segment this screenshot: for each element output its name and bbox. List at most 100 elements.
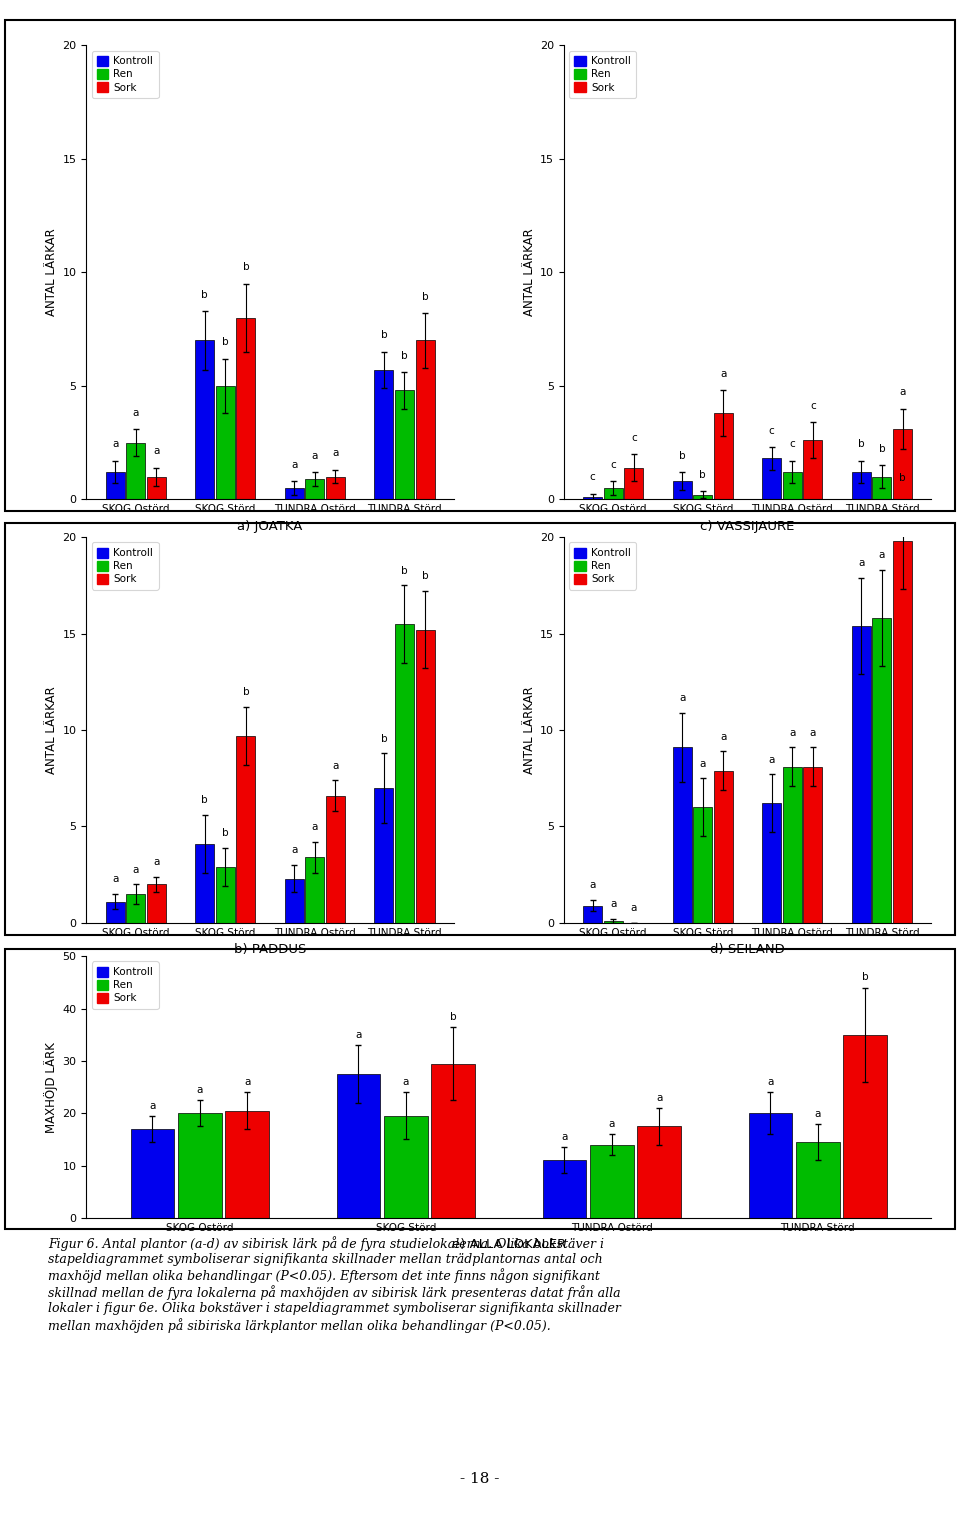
- Bar: [796, 1142, 840, 1218]
- Bar: [852, 472, 871, 499]
- Bar: [285, 879, 303, 923]
- Bar: [590, 1145, 634, 1218]
- Text: a: a: [332, 448, 339, 458]
- Text: a: a: [312, 822, 318, 832]
- Bar: [236, 318, 255, 499]
- Text: c: c: [769, 425, 775, 436]
- Y-axis label: ANTAL LÄRKAR: ANTAL LÄRKAR: [523, 228, 536, 316]
- Bar: [714, 413, 732, 499]
- Bar: [804, 440, 823, 499]
- Text: a: a: [720, 369, 727, 380]
- Text: a: a: [609, 1120, 615, 1129]
- Legend: Kontroll, Ren, Sork: Kontroll, Ren, Sork: [91, 961, 158, 1009]
- Bar: [693, 808, 712, 923]
- Bar: [782, 472, 802, 499]
- Bar: [844, 1035, 887, 1218]
- Bar: [416, 340, 435, 499]
- Text: a: a: [562, 1132, 567, 1142]
- Bar: [195, 844, 214, 923]
- Text: a: a: [402, 1077, 409, 1086]
- Bar: [374, 371, 394, 499]
- Bar: [216, 386, 235, 499]
- Legend: Kontroll, Ren, Sork: Kontroll, Ren, Sork: [91, 50, 158, 98]
- Bar: [305, 478, 324, 499]
- Text: b: b: [222, 828, 228, 838]
- Text: a: a: [153, 446, 159, 457]
- Text: a: a: [112, 439, 118, 449]
- Bar: [804, 767, 823, 923]
- Bar: [673, 481, 691, 499]
- Text: b: b: [900, 474, 906, 483]
- Bar: [637, 1126, 681, 1218]
- Y-axis label: MAXHÖJD LÄRK: MAXHÖJD LÄRK: [44, 1041, 59, 1133]
- Legend: Kontroll, Ren, Sork: Kontroll, Ren, Sork: [91, 542, 158, 590]
- X-axis label: a) JOATKA: a) JOATKA: [237, 519, 302, 533]
- Text: b: b: [700, 471, 706, 480]
- Bar: [337, 1074, 380, 1218]
- Text: a: a: [720, 732, 727, 741]
- Bar: [106, 472, 125, 499]
- Text: b: b: [421, 292, 428, 303]
- Text: c: c: [810, 401, 816, 412]
- Text: a: a: [132, 407, 139, 418]
- Bar: [106, 902, 125, 923]
- Y-axis label: ANTAL LÄRKAR: ANTAL LÄRKAR: [45, 687, 59, 773]
- Text: a: a: [197, 1085, 203, 1095]
- Bar: [285, 487, 303, 499]
- Bar: [126, 894, 145, 923]
- Text: b: b: [243, 687, 250, 697]
- Text: a: a: [878, 551, 885, 560]
- Y-axis label: ANTAL LÄRKAR: ANTAL LÄRKAR: [523, 687, 536, 773]
- Text: a: a: [815, 1109, 821, 1118]
- Text: a: a: [132, 865, 139, 875]
- Text: b: b: [380, 734, 387, 743]
- Text: a: a: [789, 728, 796, 738]
- Bar: [873, 619, 892, 923]
- Text: a: a: [589, 881, 596, 890]
- Bar: [431, 1064, 475, 1218]
- Bar: [749, 1114, 792, 1218]
- Bar: [673, 747, 691, 923]
- Text: a: a: [700, 758, 706, 769]
- Bar: [583, 496, 602, 499]
- Bar: [893, 542, 912, 923]
- Text: b: b: [450, 1012, 456, 1021]
- Bar: [852, 626, 871, 923]
- Bar: [762, 458, 781, 499]
- Bar: [226, 1111, 269, 1218]
- Text: - 18 -: - 18 -: [460, 1472, 500, 1486]
- Text: a: a: [656, 1092, 662, 1103]
- Text: a: a: [291, 460, 298, 469]
- Text: a: a: [112, 875, 118, 884]
- Text: a: a: [858, 558, 865, 567]
- Text: b: b: [679, 451, 685, 460]
- Text: b: b: [202, 289, 208, 300]
- Text: a: a: [244, 1077, 251, 1086]
- Text: b: b: [222, 337, 228, 348]
- Text: b: b: [862, 973, 869, 982]
- Text: b: b: [401, 351, 408, 362]
- Text: a: a: [631, 903, 637, 914]
- Bar: [326, 796, 345, 923]
- X-axis label: c) VASSIJAURE: c) VASSIJAURE: [701, 519, 795, 533]
- Bar: [326, 477, 345, 499]
- Text: b: b: [243, 262, 250, 272]
- Text: c: c: [589, 472, 595, 483]
- Bar: [693, 495, 712, 499]
- Bar: [583, 906, 602, 923]
- Bar: [126, 443, 145, 499]
- Text: Figur 6. Antal plantor (a-d) av sibirisk lärk på de fyra studielokalerna. Olika : Figur 6. Antal plantor (a-d) av sibirisk…: [48, 1236, 621, 1333]
- Bar: [195, 340, 214, 499]
- Bar: [147, 884, 166, 923]
- Text: b: b: [421, 572, 428, 581]
- Text: c: c: [631, 433, 636, 443]
- Bar: [782, 767, 802, 923]
- Legend: Kontroll, Ren, Sork: Kontroll, Ren, Sork: [569, 50, 636, 98]
- Text: a: a: [153, 856, 159, 867]
- Text: a: a: [900, 387, 905, 396]
- Text: a: a: [610, 899, 616, 909]
- Text: a: a: [679, 693, 685, 704]
- Bar: [374, 788, 394, 923]
- Text: c: c: [611, 460, 616, 469]
- Text: a: a: [312, 451, 318, 460]
